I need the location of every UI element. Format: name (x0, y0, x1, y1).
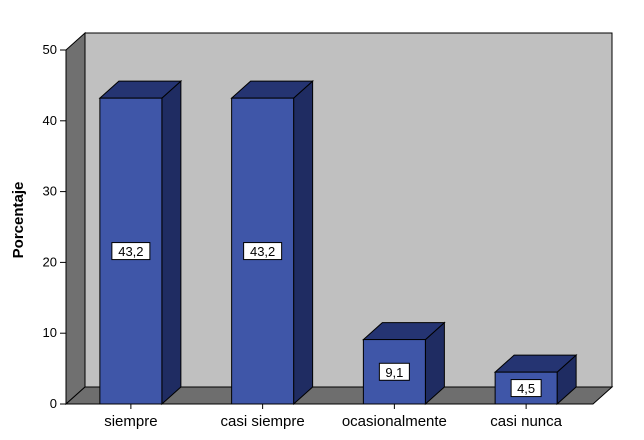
y-tick-label: 50 (43, 42, 57, 57)
y-tick-label: 40 (43, 113, 57, 128)
x-tick-label: casi nunca (490, 413, 562, 430)
x-axis: siempre casi siempre ocasionalmente casi nu… (66, 403, 593, 430)
y-tick-label: 20 (43, 254, 57, 269)
y-axis-title: Porcentaje (10, 182, 27, 259)
bar-group: 4,5 (493, 354, 578, 406)
bar-group: 9,1 (362, 321, 446, 406)
x-tick-label: siempre (104, 413, 157, 430)
x-tick-label: ocasionalmente (342, 413, 447, 430)
data-label: 43,2 (250, 244, 275, 259)
data-label-box (510, 379, 542, 398)
bar-group: 43,2 (230, 80, 314, 406)
y-axis: 0 10 20 30 40 50 (43, 42, 67, 411)
bars: 43,2 43,2 9,1 4,5 (98, 80, 578, 406)
y-tick-label: 30 (43, 184, 57, 199)
data-label-box (378, 362, 410, 381)
left-wall (65, 31, 86, 406)
data-label: 9,1 (385, 365, 403, 380)
data-label-box (111, 242, 151, 261)
y-tick-label: 0 (50, 396, 57, 411)
bar-side (293, 80, 314, 406)
bar-group: 43,2 (98, 80, 183, 406)
x-tick-label: casi siempre (221, 413, 305, 430)
data-label: 4,5 (517, 381, 535, 396)
data-label-box (243, 242, 283, 261)
data-label: 43,2 (118, 244, 143, 259)
bar-side (161, 80, 182, 406)
y-tick-label: 10 (43, 325, 57, 340)
